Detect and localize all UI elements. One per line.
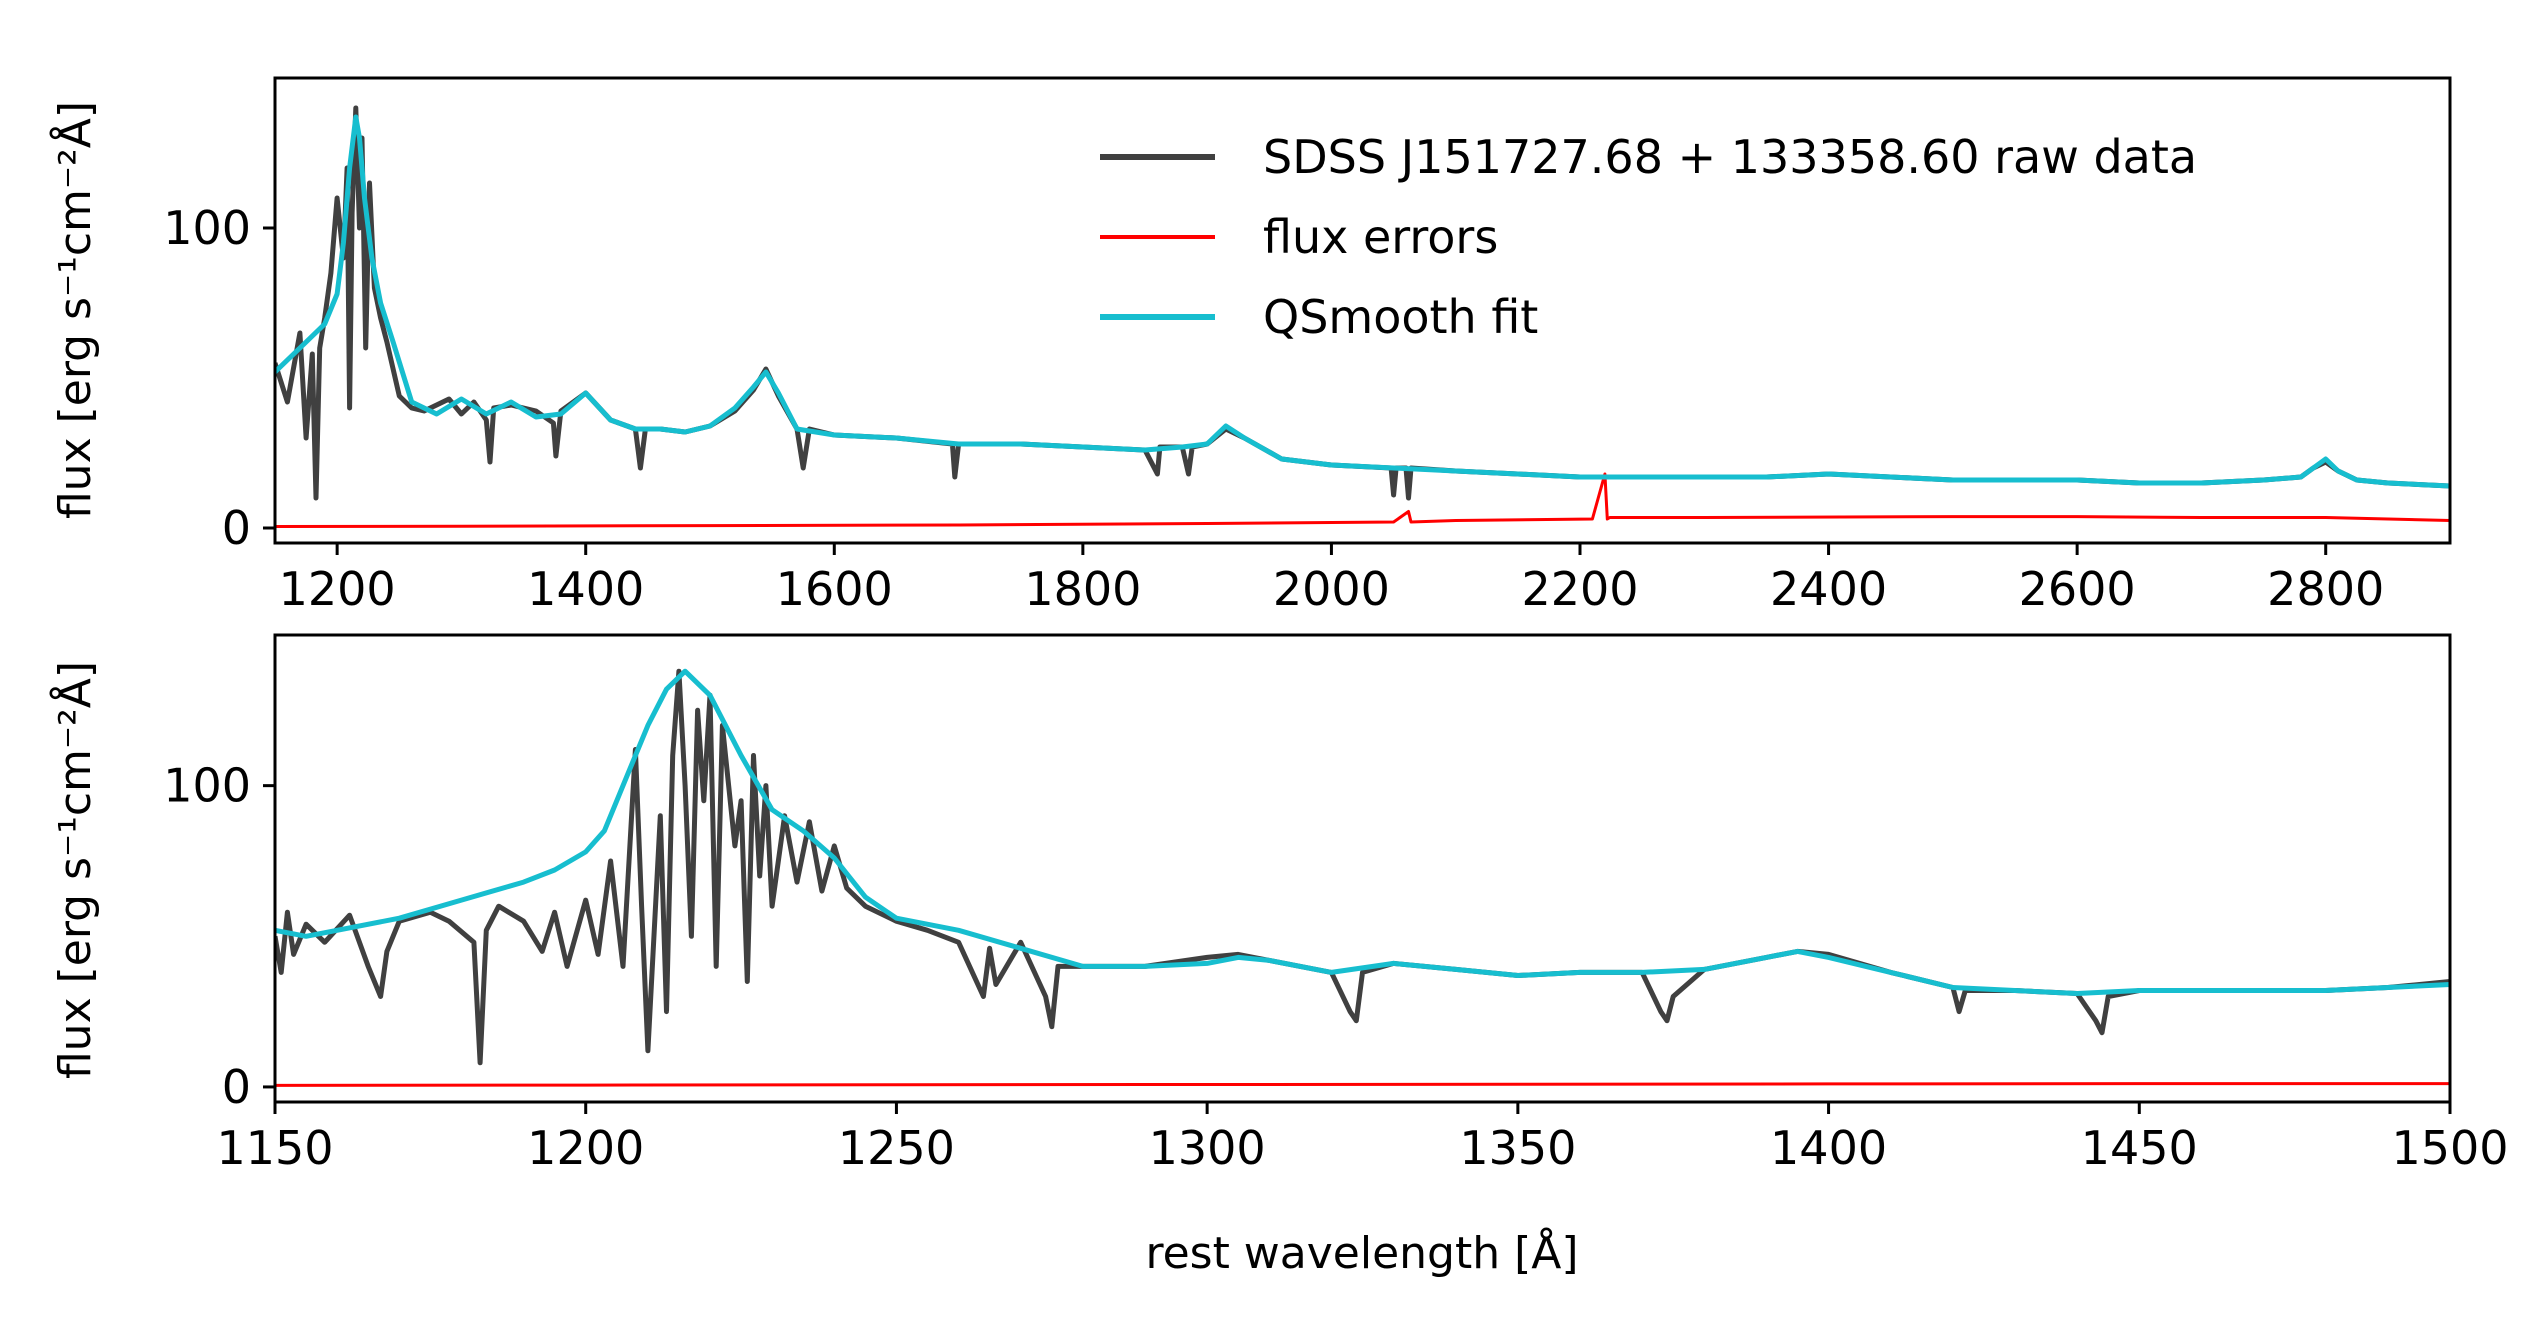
top-axes-frame xyxy=(273,76,2452,545)
legend-label: QSmooth fit xyxy=(1263,290,1538,344)
top-flux-errors-line xyxy=(275,472,2450,528)
bottom-x-tick-label: 1300 xyxy=(1149,1121,1266,1175)
bottom-x-tick-label: 1500 xyxy=(2391,1121,2508,1175)
bottom-x-tick-label: 1400 xyxy=(1770,1121,1887,1175)
bottom-y-axis-label: flux [erg s⁻¹cm⁻²Å] xyxy=(48,661,101,1079)
bottom-x-axis-label: rest wavelength [Å] xyxy=(1145,1226,1578,1279)
top-y-axis-label: flux [erg s⁻¹cm⁻²Å] xyxy=(48,101,101,519)
top-x-tick-label: 2400 xyxy=(1770,562,1887,616)
bottom-axes-frame xyxy=(273,633,2452,1104)
top-panel: 1200 1400 1600 1800 2000 2200 2400 2600 2800 0 10… xyxy=(163,76,2452,616)
legend: SDSS J151727.68 + 133358.60 raw data flux… xyxy=(1100,130,2197,344)
bottom-y-tick-label: 100 xyxy=(163,759,251,813)
bottom-raw-data-line xyxy=(275,668,2450,1066)
top-x-tick-label: 2200 xyxy=(1521,562,1638,616)
top-y-tick-label: 100 xyxy=(163,201,251,255)
bottom-y-tick-label: 0 xyxy=(222,1060,251,1114)
top-x-tick-label: 2000 xyxy=(1273,562,1390,616)
top-y-ticks: 0 100 xyxy=(163,201,275,555)
top-x-tick-label: 2600 xyxy=(2019,562,2136,616)
bottom-y-ticks: 0 100 xyxy=(163,759,275,1114)
legend-label: SDSS J151727.68 + 133358.60 raw data xyxy=(1263,130,2197,184)
bottom-x-tick-label: 1150 xyxy=(216,1121,333,1175)
bottom-x-tick-label: 1250 xyxy=(838,1121,955,1175)
bottom-panel: 1150 1200 1250 1300 1350 1400 1450 1500 0 100 xyxy=(163,633,2509,1175)
top-series-group xyxy=(275,105,2450,528)
bottom-x-tick-label: 1450 xyxy=(2081,1121,2198,1175)
top-y-tick-label: 0 xyxy=(222,501,251,555)
bottom-flux-errors-line xyxy=(275,1082,2450,1087)
bottom-x-tick-label: 1200 xyxy=(527,1121,644,1175)
top-x-tick-label: 1800 xyxy=(1024,562,1141,616)
top-qsmooth-fit-line xyxy=(275,114,2450,489)
bottom-series-group xyxy=(275,668,2450,1087)
legend-label: flux errors xyxy=(1263,210,1498,264)
top-x-tick-label: 1600 xyxy=(776,562,893,616)
top-x-tick-label: 1400 xyxy=(527,562,644,616)
bottom-x-tick-label: 1350 xyxy=(1459,1121,1576,1175)
top-x-ticks: 1200 1400 1600 1800 2000 2200 2400 2600 2800 xyxy=(279,543,2384,616)
top-x-tick-label: 2800 xyxy=(2267,562,2384,616)
bottom-x-ticks: 1150 1200 1250 1300 1350 1400 1450 1500 xyxy=(216,1102,2509,1175)
top-x-tick-label: 1200 xyxy=(279,562,396,616)
bottom-qsmooth-fit-line xyxy=(275,668,2450,996)
